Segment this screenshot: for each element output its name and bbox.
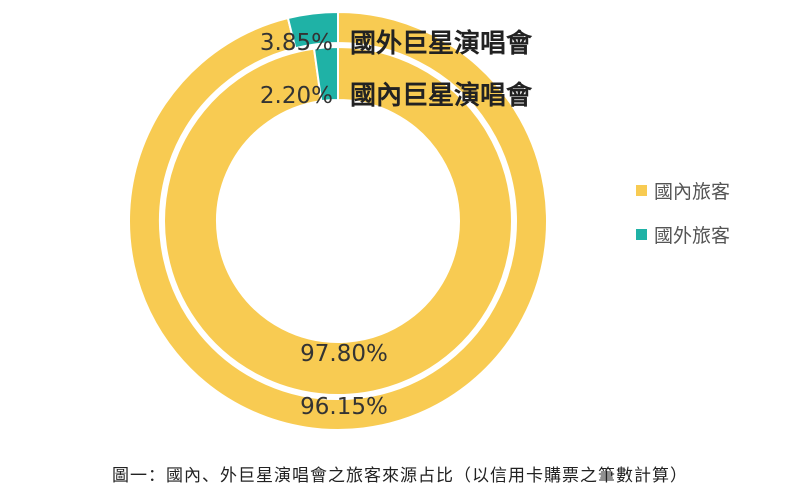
inner-foreign-pct: 2.20% [260, 83, 333, 109]
legend-swatch-foreign [636, 228, 647, 240]
legend-item-domestic: 國內旅客 [636, 178, 731, 203]
slice-inner-foreign [312, 45, 339, 103]
legend-swatch-domestic [636, 184, 647, 196]
chart-caption: 圖一：國內、外巨星演唱會之旅客來源占比（以信用卡購票之筆數計算） [112, 466, 688, 486]
inner-domestic-pct: 97.80% [300, 341, 388, 367]
slice-inner-domestic [163, 45, 513, 396]
outer-foreign-pct: 3.85% [260, 30, 333, 56]
inner-ring-label: 國內巨星演唱會 [350, 80, 533, 111]
legend: 國內旅客 國外旅客 [636, 178, 730, 266]
outer-ring-label: 國外巨星演唱會 [350, 28, 533, 59]
legend-label-domestic: 國內旅客 [654, 180, 731, 203]
legend-label-foreign: 國外旅客 [654, 224, 731, 247]
slice-outer-foreign [286, 10, 339, 50]
legend-item-foreign: 國外旅客 [636, 222, 731, 247]
outer-domestic-pct: 96.15% [300, 394, 388, 420]
slice-outer-domestic [128, 10, 548, 431]
